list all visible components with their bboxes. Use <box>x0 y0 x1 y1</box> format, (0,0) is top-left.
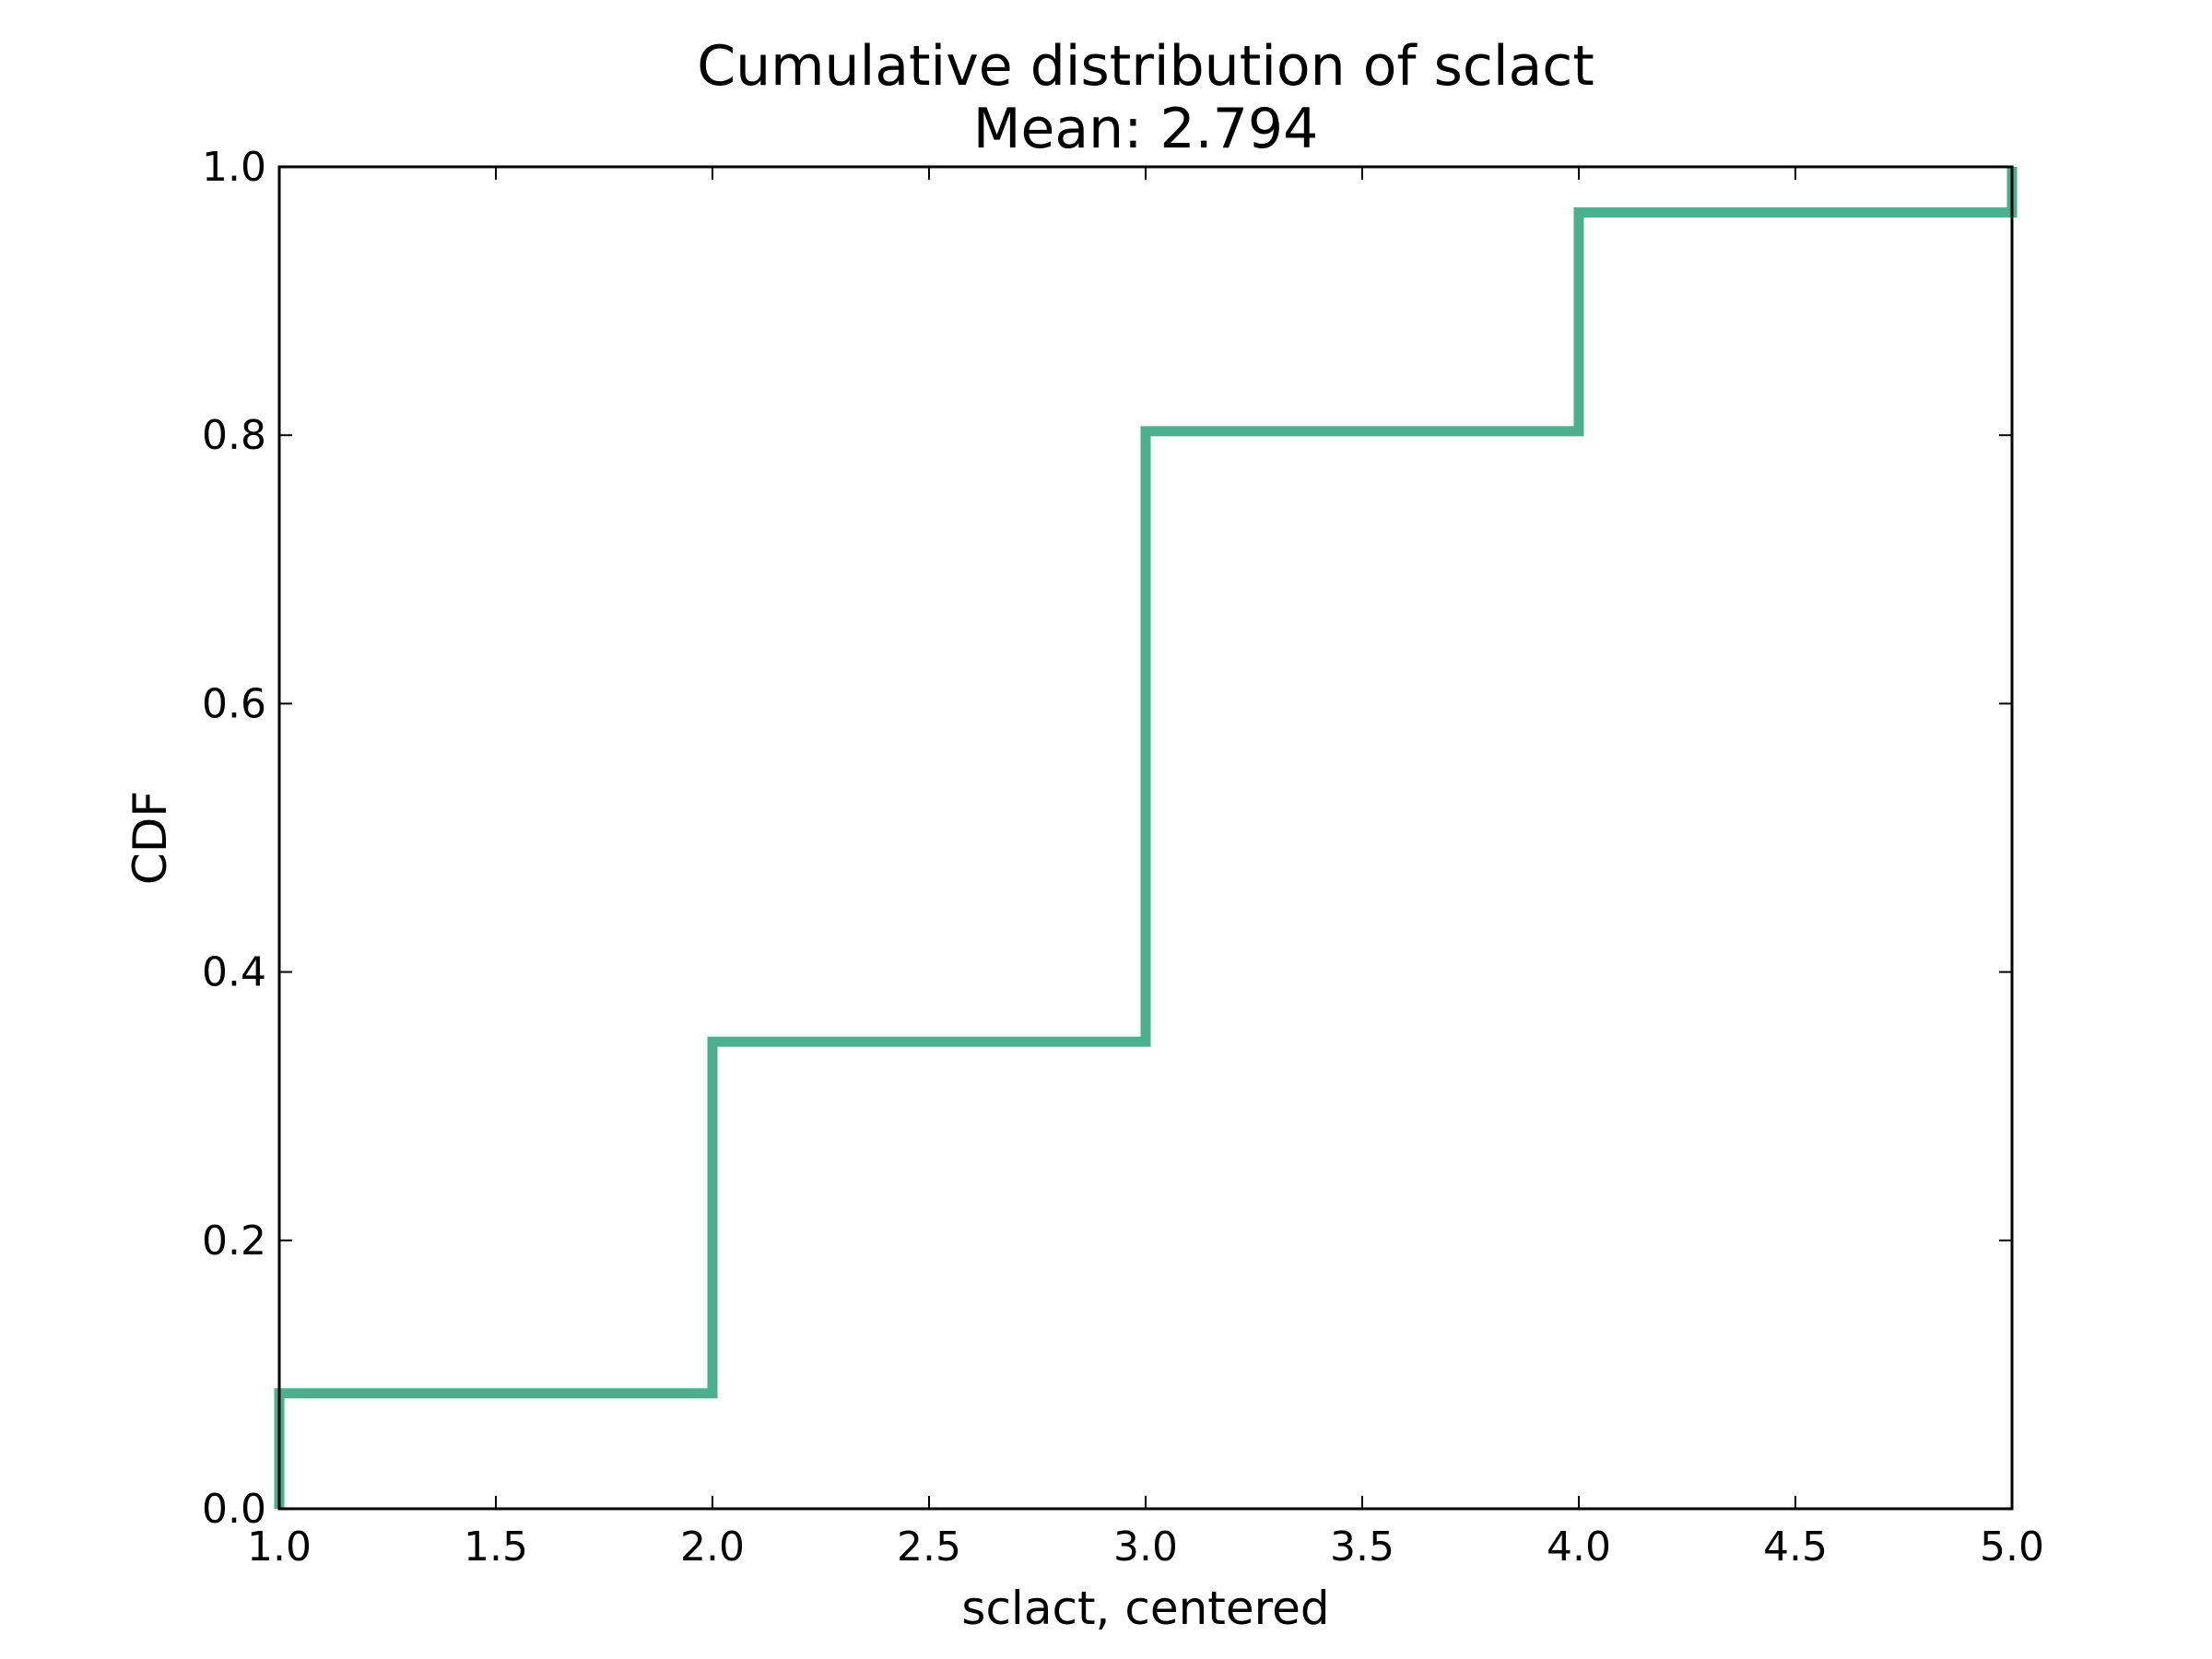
x-axis: 1.0 1.5 2.0 2.5 3.0 3.5 4.0 4.5 5.0 <box>247 167 2044 1571</box>
x-tick-label: 5.0 <box>1980 1524 2044 1571</box>
y-tick-label: 0.4 <box>202 949 266 996</box>
x-tick-label: 1.5 <box>464 1524 528 1571</box>
chart-subtitle: Mean: 2.794 <box>973 97 1319 161</box>
y-axis: 0.0 0.2 0.4 0.6 0.8 1.0 <box>202 144 2012 1533</box>
x-tick-label: 2.0 <box>680 1524 745 1571</box>
x-tick-label: 4.0 <box>1547 1524 1611 1571</box>
y-axis-label: CDF <box>124 791 177 885</box>
y-tick-label: 1.0 <box>202 144 266 191</box>
chart-title: Cumulative distribution of sclact <box>697 34 1594 99</box>
x-axis-label: sclact, centered <box>961 1582 1329 1635</box>
y-tick-label: 0.0 <box>202 1486 266 1533</box>
cdf-step-line <box>274 167 2018 1509</box>
x-tick-label: 3.5 <box>1330 1524 1394 1571</box>
y-tick-label: 0.8 <box>202 412 266 459</box>
x-tick-label: 4.5 <box>1763 1524 1828 1571</box>
plot-area <box>274 167 2018 1509</box>
y-tick-label: 0.2 <box>202 1218 266 1265</box>
x-tick-label: 2.5 <box>897 1524 961 1571</box>
x-tick-label: 1.0 <box>247 1524 312 1571</box>
y-tick-label: 0.6 <box>202 680 266 727</box>
x-tick-label: 3.0 <box>1113 1524 1178 1571</box>
